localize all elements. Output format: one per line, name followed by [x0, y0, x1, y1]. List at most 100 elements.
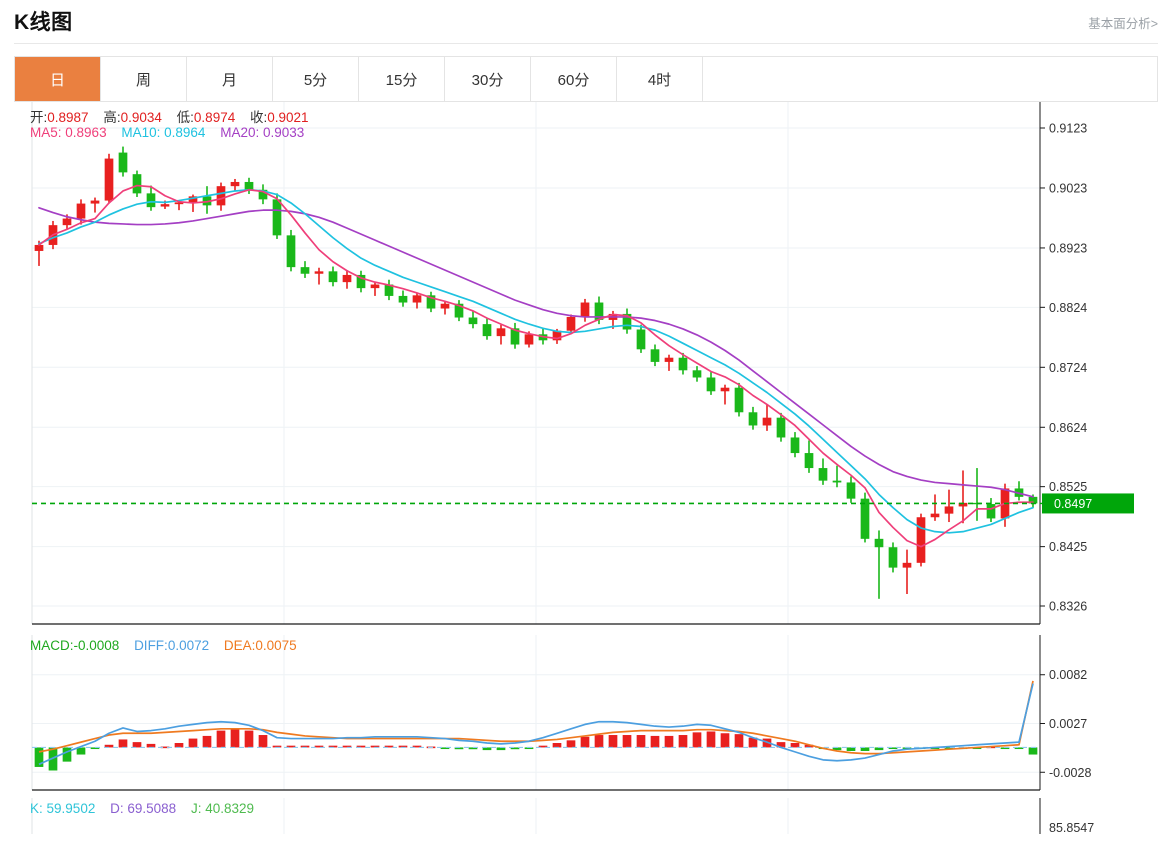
candle-body [412, 295, 422, 303]
candle-body [174, 202, 184, 205]
macd-bar [482, 747, 492, 751]
macd-bar [174, 743, 184, 748]
candle-body [440, 303, 450, 309]
macd-bar [34, 747, 44, 767]
tab-1[interactable]: 周 [101, 57, 187, 101]
macd-bar [496, 747, 506, 751]
macd-axis-label-2: -0.0028 [1049, 766, 1091, 780]
tab-label: 60分 [557, 71, 590, 89]
tab-2[interactable]: 月 [187, 57, 273, 101]
candle-body [146, 193, 156, 208]
candle-body [510, 328, 520, 345]
macd-panel[interactable]: 0.0082 0.0027 -0.0028 MACD:-0.0008 DIFF:0.… [14, 635, 1158, 798]
price-panel[interactable]: 0.9123 0.9023 0.8923 0.8824 0.8724 0.8624 0.85… [14, 102, 1158, 635]
macd-chart[interactable]: 0.0082 0.0027 -0.0028 [14, 635, 1158, 798]
candle-body [356, 274, 366, 289]
macd-bar [594, 735, 604, 748]
kdj-chart[interactable]: 85.8547 [14, 798, 1158, 834]
macd-bar [202, 735, 212, 748]
macd-bar [370, 745, 380, 748]
candle-body [426, 295, 436, 309]
kdj-panel[interactable]: 85.8547 K: 59.9502 D: 69.5088 J: 40.8329 [14, 798, 1158, 834]
candle-body [258, 189, 268, 200]
fundamental-analysis-link[interactable]: 基本面分析> [1088, 17, 1158, 31]
macd-bar [636, 735, 646, 748]
macd-bar [510, 747, 520, 750]
candle-body [832, 480, 842, 483]
candle-body [1028, 496, 1038, 504]
candle-body [34, 244, 44, 251]
macd-bar [846, 747, 856, 751]
macd-bar [356, 745, 366, 748]
page-header: K线图 基本面分析> [0, 0, 1172, 44]
candle-body [230, 181, 240, 187]
macd-bar [160, 746, 170, 749]
candle-body [370, 284, 380, 289]
macd-bar [538, 745, 548, 748]
candle-body [132, 174, 142, 194]
tab-5[interactable]: 30分 [445, 57, 531, 101]
macd-bar [860, 747, 870, 751]
tab-7[interactable]: 4时 [617, 57, 703, 101]
macd-bar [1000, 747, 1010, 750]
tab-0[interactable]: 日 [15, 57, 101, 101]
tab-3[interactable]: 5分 [273, 57, 359, 101]
candle-body [188, 196, 198, 203]
candle-body [342, 274, 352, 283]
macd-bar [286, 745, 296, 748]
macd-bar [328, 745, 338, 748]
macd-bar [748, 737, 758, 748]
candle-body [454, 303, 464, 318]
macd-bar [468, 747, 478, 750]
macd-bar [720, 733, 730, 748]
macd-bar [132, 742, 142, 748]
page-title: K线图 [14, 10, 73, 34]
macd-axis-label-1: 0.0027 [1049, 717, 1087, 731]
macd-bar [62, 747, 72, 762]
candle-body [720, 387, 730, 392]
timeframe-tabbar[interactable]: 日 周 月 5分 15分 30分 60分 4时 [14, 56, 1158, 102]
candle-body [734, 387, 744, 413]
macd-bar [874, 747, 884, 751]
macd-bar [888, 747, 898, 750]
candle-body [902, 562, 912, 568]
price-axis-label-5: 0.8624 [1049, 421, 1087, 435]
macd-bar [272, 745, 282, 748]
tab-4[interactable]: 15分 [359, 57, 445, 101]
candle-body [314, 271, 324, 274]
candle-body [62, 218, 72, 226]
macd-bar [776, 742, 786, 748]
tab-6[interactable]: 60分 [531, 57, 617, 101]
macd-bar [258, 735, 268, 748]
macd-bar [1014, 747, 1024, 750]
candle-body [636, 329, 646, 350]
candle-body [244, 181, 254, 190]
candle-body [566, 316, 576, 331]
candle-body [692, 370, 702, 378]
macd-bar [300, 745, 310, 748]
candle-body [790, 437, 800, 454]
macd-bar [622, 735, 632, 748]
tab-label: 月 [221, 71, 237, 89]
macd-bar [944, 747, 954, 750]
macd-bar [412, 745, 422, 748]
candle-body [594, 302, 604, 320]
macd-bar [692, 732, 702, 748]
macd-bar [230, 728, 240, 748]
macd-bar [706, 731, 716, 748]
candle-body [76, 203, 86, 219]
candle-body [888, 547, 898, 568]
macd-bar [104, 744, 114, 748]
macd-bar [804, 744, 814, 748]
macd-bar [608, 735, 618, 748]
candle-body [216, 186, 226, 206]
candle-body [930, 513, 940, 518]
candle-body [622, 313, 632, 330]
tab-label: 5分 [303, 71, 328, 89]
candlestick-chart[interactable]: 0.9123 0.9023 0.8923 0.8824 0.8724 0.8624 0.85… [14, 102, 1158, 635]
macd-bar [664, 735, 674, 748]
macd-axis-label-0: 0.0082 [1049, 668, 1087, 682]
macd-bar [832, 747, 842, 751]
candle-body [524, 334, 534, 345]
